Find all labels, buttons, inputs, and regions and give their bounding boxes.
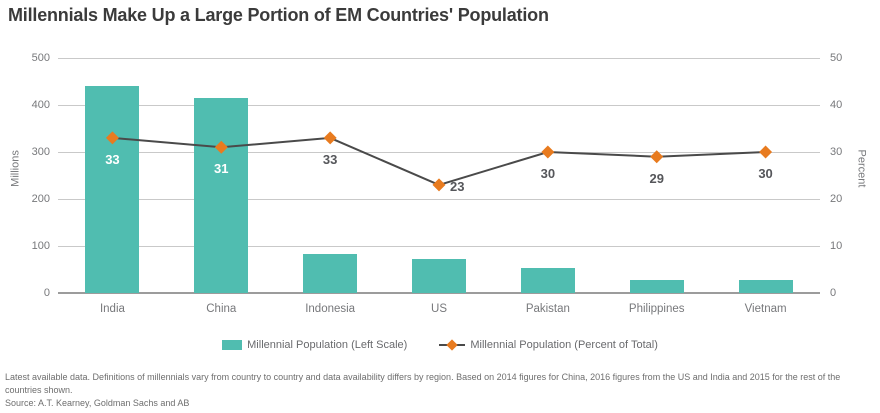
diamond-marker-vietnam — [759, 145, 773, 159]
right-axis-tick: 40 — [830, 99, 843, 111]
category-label-us: US — [431, 303, 447, 315]
category-label-china: China — [206, 303, 237, 315]
diamond-icon — [446, 338, 459, 351]
bar-philippines — [629, 279, 684, 293]
category-label-india: India — [99, 303, 125, 315]
right-axis-tick: 30 — [830, 146, 843, 158]
legend: Millennial Population (Left Scale) Mille… — [0, 338, 880, 351]
left-axis-tick: 0 — [43, 287, 50, 299]
legend-bar-label: Millennial Population (Left Scale) — [247, 339, 408, 351]
legend-item-line: Millennial Population (Percent of Total) — [439, 338, 658, 351]
point-label-india: 33 — [105, 151, 120, 167]
point-label-china: 31 — [214, 161, 229, 177]
left-axis-tick: 200 — [31, 193, 50, 205]
line-series-layer — [105, 131, 773, 192]
gridline — [58, 57, 820, 59]
right-axis-tick: 20 — [830, 193, 843, 205]
left-axis-tick: 400 — [31, 99, 50, 111]
diamond-marker-philippines — [650, 150, 664, 164]
gridline-layer — [58, 57, 820, 294]
left-axis-tick: 300 — [31, 146, 50, 158]
axis-baseline — [58, 292, 820, 294]
gridline — [58, 151, 820, 153]
category-label-philippines: Philippines — [628, 303, 685, 315]
right-axis-tick: 0 — [830, 287, 837, 299]
legend-line-label: Millennial Population (Percent of Total) — [470, 339, 658, 351]
bar-pakistan — [520, 267, 575, 293]
gridline — [58, 104, 820, 106]
left-axis-title: Millions — [9, 150, 22, 187]
diamond-marker-china — [214, 140, 228, 154]
left-axis-tick: 100 — [31, 240, 50, 252]
legend-item-bar: Millennial Population (Left Scale) — [222, 339, 407, 351]
bar-series-layer — [58, 58, 820, 293]
source-text: Source: A.T. Kearney, Goldman Sachs and … — [5, 398, 190, 408]
right-axis-tick: 50 — [830, 52, 843, 64]
gridline — [58, 245, 820, 247]
chart-title: Millennials Make Up a Large Portion of E… — [8, 5, 549, 25]
category-label-pakistan: Pakistan — [525, 303, 570, 315]
category-label-vietnam: Vietnam — [744, 303, 787, 315]
diamond-marker-pakistan — [541, 145, 555, 159]
point-label-vietnam: 30 — [758, 166, 773, 181]
bar-indonesia — [303, 254, 358, 293]
diamond-marker-india — [105, 131, 119, 145]
bar-india — [85, 86, 140, 293]
gridline — [58, 198, 820, 200]
point-label-pakistan: 30 — [540, 166, 556, 181]
diamond-marker-us — [432, 178, 446, 192]
right-axis-tick: 10 — [830, 240, 843, 252]
diamond-marker-indonesia — [323, 131, 337, 145]
bar-vietnam — [738, 279, 793, 293]
category-label-indonesia: Indonesia — [305, 303, 356, 315]
point-label-us: 23 — [450, 178, 465, 194]
bar-swatch-icon — [222, 340, 243, 350]
footnote-block: Latest available data. Definitions of mi… — [5, 371, 875, 410]
category-axis: India China Indonesia US Pakistan Philippines… — [58, 303, 820, 315]
left-axis-tick: 500 — [31, 52, 50, 64]
point-label-indonesia: 33 — [322, 151, 338, 167]
right-axis-title: Percent — [855, 149, 868, 188]
footnote-text: Latest available data. Definitions of mi… — [5, 372, 841, 395]
point-label-layer: 33 31 33 23 30 29 30 — [58, 58, 820, 293]
bar-us — [412, 259, 466, 293]
line-marker-icon — [439, 338, 466, 351]
bar-china — [194, 97, 249, 293]
point-label-philippines: 29 — [649, 170, 664, 186]
